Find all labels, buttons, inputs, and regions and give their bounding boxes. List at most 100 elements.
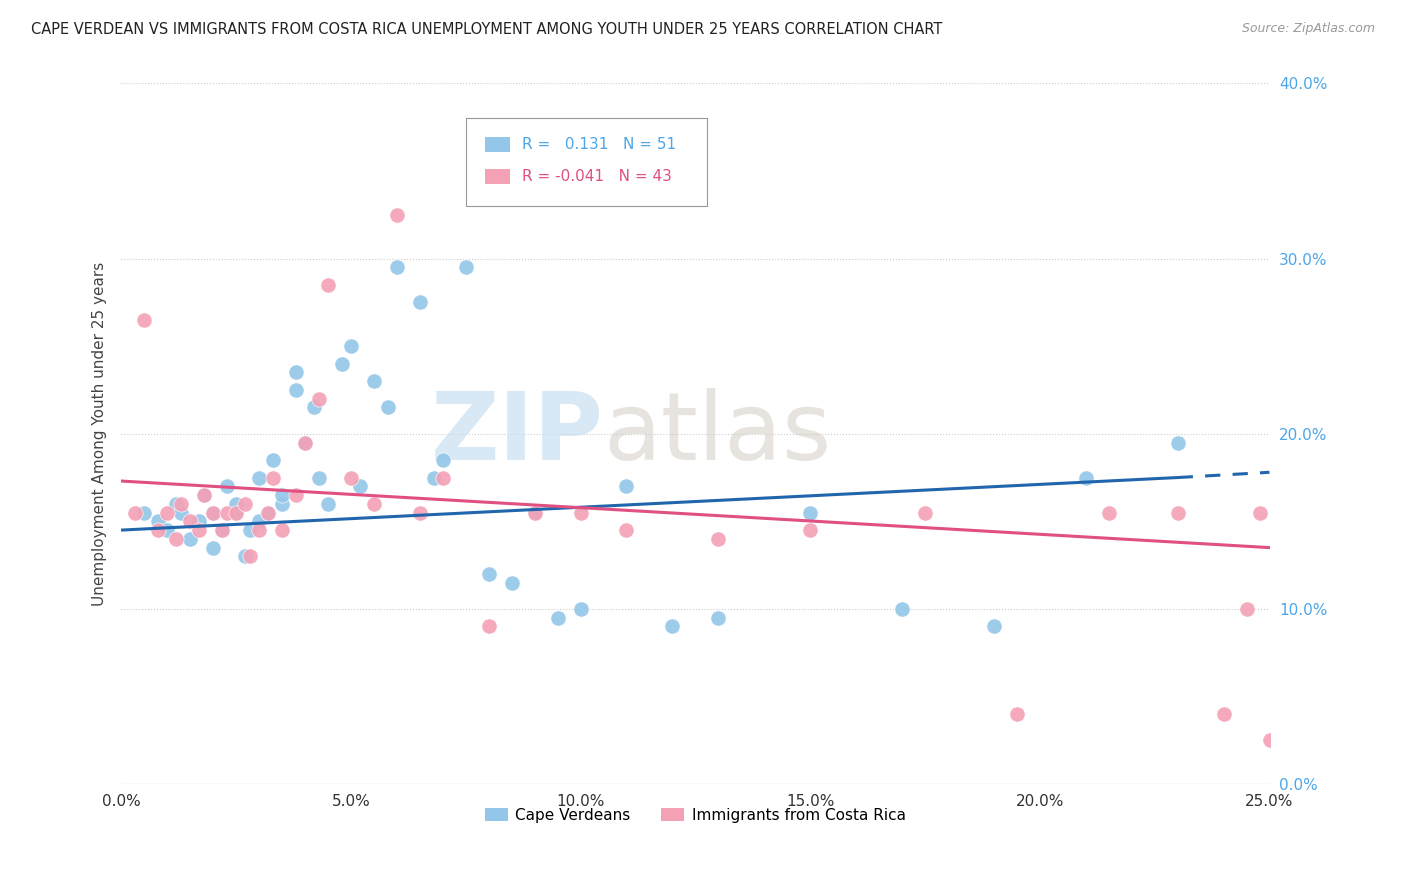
Point	[225, 497, 247, 511]
Point	[799, 506, 821, 520]
Point	[271, 497, 294, 511]
Point	[262, 453, 284, 467]
Point	[316, 497, 339, 511]
Point	[233, 549, 256, 564]
Text: R =   0.131   N = 51: R = 0.131 N = 51	[522, 136, 676, 152]
Point	[661, 619, 683, 633]
Point	[1267, 523, 1289, 537]
FancyBboxPatch shape	[465, 119, 707, 206]
Point	[1167, 435, 1189, 450]
Point	[202, 506, 225, 520]
Legend: Cape Verdeans, Immigrants from Costa Rica: Cape Verdeans, Immigrants from Costa Ric…	[479, 802, 912, 829]
Point	[124, 506, 146, 520]
Point	[271, 523, 294, 537]
Point	[1212, 706, 1234, 721]
Point	[316, 277, 339, 292]
Point	[569, 506, 592, 520]
Point	[193, 488, 215, 502]
Point	[799, 523, 821, 537]
Point	[707, 610, 730, 624]
Point	[1098, 506, 1121, 520]
Point	[193, 488, 215, 502]
Point	[247, 523, 270, 537]
Point	[454, 260, 477, 275]
Point	[432, 453, 454, 467]
Bar	[485, 136, 510, 153]
Bar	[485, 169, 510, 185]
Point	[202, 506, 225, 520]
Point	[1236, 602, 1258, 616]
Point	[385, 208, 408, 222]
Point	[478, 619, 501, 633]
Point	[523, 506, 546, 520]
Point	[239, 523, 262, 537]
Point	[302, 401, 325, 415]
Point	[891, 602, 914, 616]
Point	[134, 313, 156, 327]
Point	[983, 619, 1005, 633]
Point	[156, 506, 179, 520]
Point	[284, 383, 307, 397]
Point	[294, 435, 316, 450]
Point	[914, 506, 936, 520]
Point	[146, 514, 169, 528]
Point	[340, 470, 363, 484]
Point	[501, 575, 523, 590]
Point	[377, 401, 399, 415]
Point	[363, 497, 385, 511]
Y-axis label: Unemployment Among Youth under 25 years: Unemployment Among Youth under 25 years	[93, 261, 107, 606]
Text: Source: ZipAtlas.com: Source: ZipAtlas.com	[1241, 22, 1375, 36]
Point	[1074, 470, 1097, 484]
Point	[432, 470, 454, 484]
Text: R = -0.041   N = 43: R = -0.041 N = 43	[522, 169, 672, 184]
Point	[422, 470, 444, 484]
Point	[179, 514, 201, 528]
Text: ZIP: ZIP	[430, 388, 603, 480]
Point	[271, 488, 294, 502]
Point	[523, 506, 546, 520]
Point	[409, 295, 432, 310]
Point	[330, 357, 353, 371]
Point	[1005, 706, 1028, 721]
Point	[257, 506, 280, 520]
Point	[188, 523, 211, 537]
Point	[257, 506, 280, 520]
Point	[165, 497, 187, 511]
Point	[1167, 506, 1189, 520]
Point	[188, 514, 211, 528]
Text: atlas: atlas	[603, 388, 832, 480]
Point	[165, 532, 187, 546]
Point	[707, 532, 730, 546]
Point	[569, 602, 592, 616]
Point	[179, 532, 201, 546]
Point	[284, 488, 307, 502]
Point	[363, 374, 385, 388]
Point	[1258, 733, 1281, 747]
Point	[308, 392, 330, 406]
Point	[547, 610, 569, 624]
Point	[211, 523, 233, 537]
Point	[478, 566, 501, 581]
Point	[247, 514, 270, 528]
Point	[247, 470, 270, 484]
Point	[340, 339, 363, 353]
Text: CAPE VERDEAN VS IMMIGRANTS FROM COSTA RICA UNEMPLOYMENT AMONG YOUTH UNDER 25 YEA: CAPE VERDEAN VS IMMIGRANTS FROM COSTA RI…	[31, 22, 942, 37]
Point	[170, 506, 193, 520]
Point	[409, 506, 432, 520]
Point	[284, 366, 307, 380]
Point	[239, 549, 262, 564]
Point	[225, 506, 247, 520]
Point	[233, 497, 256, 511]
Point	[1249, 506, 1271, 520]
Point	[215, 479, 238, 493]
Point	[215, 506, 238, 520]
Point	[211, 523, 233, 537]
Point	[156, 523, 179, 537]
Point	[294, 435, 316, 450]
Point	[349, 479, 371, 493]
Point	[308, 470, 330, 484]
Point	[616, 479, 638, 493]
Point	[262, 470, 284, 484]
Point	[134, 506, 156, 520]
Point	[202, 541, 225, 555]
